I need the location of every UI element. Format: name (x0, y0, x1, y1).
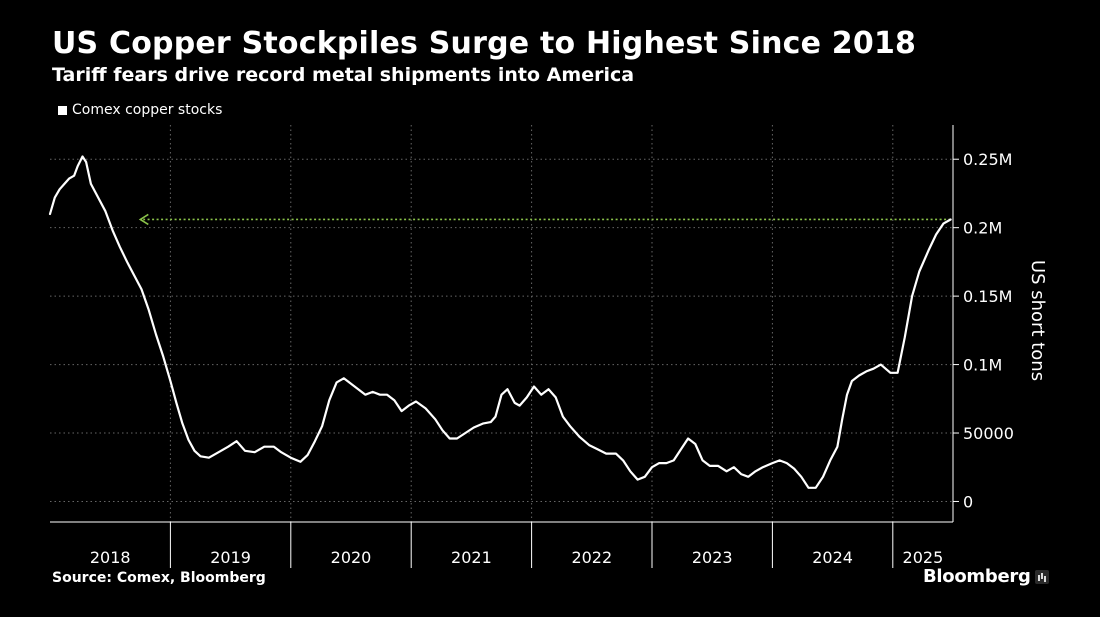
x-tick-label: 2025 (903, 548, 944, 567)
x-tick-label: 2022 (571, 548, 612, 567)
legend: Comex copper stocks (58, 102, 222, 118)
y-tick-label: 0.1M (963, 356, 1002, 375)
x-tick-label: 2019 (210, 548, 251, 567)
brand-name: Bloomberg (923, 566, 1031, 587)
y-tick-label: 50000 (963, 424, 1014, 443)
x-tick-label: 2020 (331, 548, 372, 567)
brand-logo: Bloomberg (923, 566, 1049, 587)
chart-title: US Copper Stockpiles Surge to Highest Si… (52, 26, 917, 61)
x-tick-label: 2021 (451, 548, 492, 567)
reference-arrow-head (138, 213, 149, 226)
y-tick-label: 0.15M (963, 287, 1012, 306)
x-tick-label: 2023 (692, 548, 733, 567)
y-axis-title: US short tons (1027, 260, 1048, 381)
y-tick-label: 0 (963, 492, 973, 511)
y-tick-label: 0.2M (963, 219, 1002, 238)
x-tick-label: 2018 (90, 548, 131, 567)
chart-subtitle: Tariff fears drive record metal shipment… (52, 64, 635, 86)
legend-swatch (58, 105, 67, 115)
x-tick-label: 2024 (812, 548, 853, 567)
y-tick-label: 0.25M (963, 150, 1012, 169)
series-line (48, 155, 952, 489)
source-note: Source: Comex, Bloomberg (52, 570, 266, 586)
bar-chart-icon (1034, 569, 1049, 584)
legend-label: Comex copper stocks (72, 102, 223, 118)
